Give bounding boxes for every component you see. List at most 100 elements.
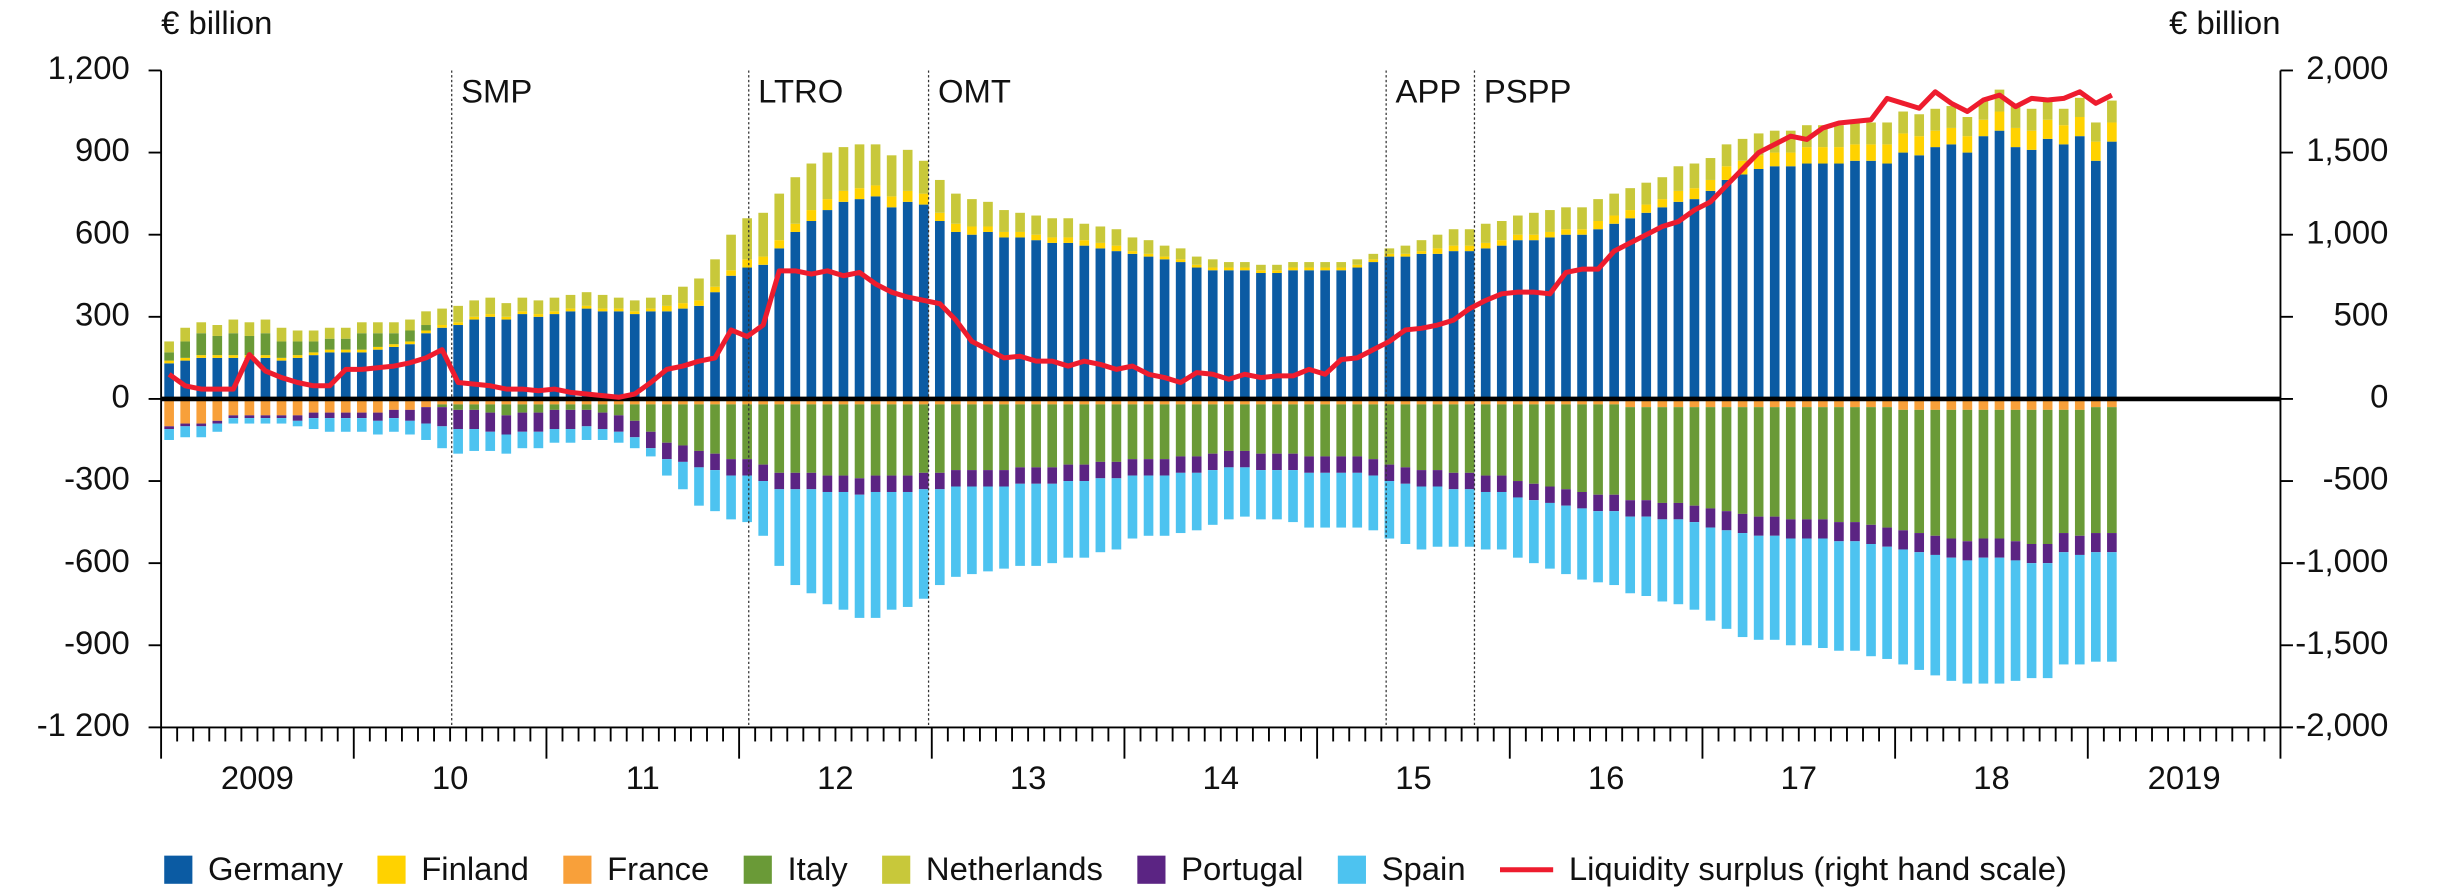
- bar: [1111, 478, 1122, 550]
- bar: [1641, 182, 1652, 205]
- bar: [1143, 398, 1154, 405]
- legend-swatch: [377, 855, 406, 884]
- bar: [854, 494, 865, 618]
- bar: [1223, 262, 1234, 268]
- bar: [1545, 398, 1555, 405]
- bar: [276, 415, 287, 419]
- bar: [678, 445, 688, 462]
- bar: [2074, 136, 2085, 399]
- bar: [951, 398, 961, 405]
- bar: [662, 442, 672, 460]
- bar: [196, 333, 207, 356]
- bar: [308, 341, 319, 353]
- bar: [613, 311, 624, 399]
- bar: [1095, 478, 1106, 553]
- bar: [1834, 147, 1844, 164]
- y-tick-label: -900: [64, 624, 130, 661]
- bar: [983, 231, 993, 399]
- bar: [405, 330, 415, 342]
- bar: [1994, 130, 2005, 399]
- bar: [1256, 398, 1266, 405]
- bar: [1015, 398, 1025, 405]
- bar: [1223, 398, 1234, 405]
- bar: [292, 420, 303, 427]
- bar: [694, 467, 704, 506]
- bar: [549, 398, 560, 405]
- bar: [1079, 398, 1090, 405]
- bar: [1641, 516, 1652, 596]
- bar: [597, 412, 608, 430]
- bar: [1657, 519, 1668, 602]
- bar: [629, 398, 640, 405]
- bar: [1545, 502, 1555, 569]
- bar: [726, 275, 736, 399]
- bar: [854, 398, 865, 405]
- bar: [164, 426, 174, 430]
- bar: [1496, 404, 1507, 476]
- bar: [1689, 163, 1700, 189]
- bar: [1384, 256, 1395, 399]
- bar: [2107, 141, 2117, 399]
- bar: [613, 308, 624, 312]
- bar: [1930, 409, 1941, 536]
- bar: [1095, 242, 1106, 249]
- bar: [1127, 251, 1138, 254]
- bar: [1496, 245, 1507, 399]
- bar: [983, 226, 993, 232]
- bar: [1159, 256, 1170, 260]
- bar: [1191, 472, 1202, 531]
- bar: [1384, 248, 1395, 254]
- bar: [1561, 489, 1571, 506]
- bar: [1207, 267, 1218, 271]
- bar: [356, 398, 367, 413]
- bar: [2042, 119, 2053, 139]
- bar: [2010, 147, 2021, 399]
- bar: [421, 333, 431, 399]
- bar: [1400, 253, 1411, 257]
- bar: [1464, 398, 1475, 405]
- bar: [324, 349, 335, 353]
- bar: [726, 270, 736, 276]
- bar: [1272, 264, 1282, 271]
- bar: [1223, 267, 1234, 271]
- bar: [951, 223, 961, 232]
- bar: [244, 418, 255, 424]
- bar: [1352, 398, 1363, 405]
- bar: [1609, 494, 1619, 512]
- bar: [581, 292, 592, 306]
- bar: [1095, 461, 1106, 479]
- bar: [517, 412, 528, 432]
- bar: [613, 404, 624, 416]
- bar: [1256, 404, 1266, 454]
- bar: [1288, 270, 1298, 399]
- bar: [645, 404, 656, 432]
- bar: [1785, 152, 1796, 167]
- bar: [1063, 242, 1074, 399]
- bar: [1207, 270, 1218, 399]
- bar: [1785, 407, 1796, 520]
- bar: [1577, 234, 1587, 399]
- bar: [1512, 215, 1523, 235]
- bar: [886, 196, 897, 208]
- bar: [710, 470, 720, 512]
- bar: [1175, 456, 1186, 473]
- bar: [1159, 259, 1170, 399]
- bar: [1898, 111, 1908, 134]
- bar: [244, 357, 255, 399]
- bar: [2091, 398, 2101, 408]
- bar: [1561, 505, 1571, 575]
- bar: [517, 314, 528, 399]
- bar: [1320, 472, 1330, 528]
- bar: [469, 316, 480, 320]
- bar: [1384, 481, 1395, 539]
- bar: [934, 179, 945, 213]
- bar: [1031, 215, 1041, 235]
- bar: [1127, 398, 1138, 405]
- bar: [421, 311, 431, 326]
- bar: [1545, 210, 1555, 232]
- bar: [1802, 125, 1812, 148]
- bar: [774, 193, 785, 241]
- bar: [292, 330, 303, 342]
- bar: [260, 357, 271, 399]
- bar: [1673, 519, 1684, 605]
